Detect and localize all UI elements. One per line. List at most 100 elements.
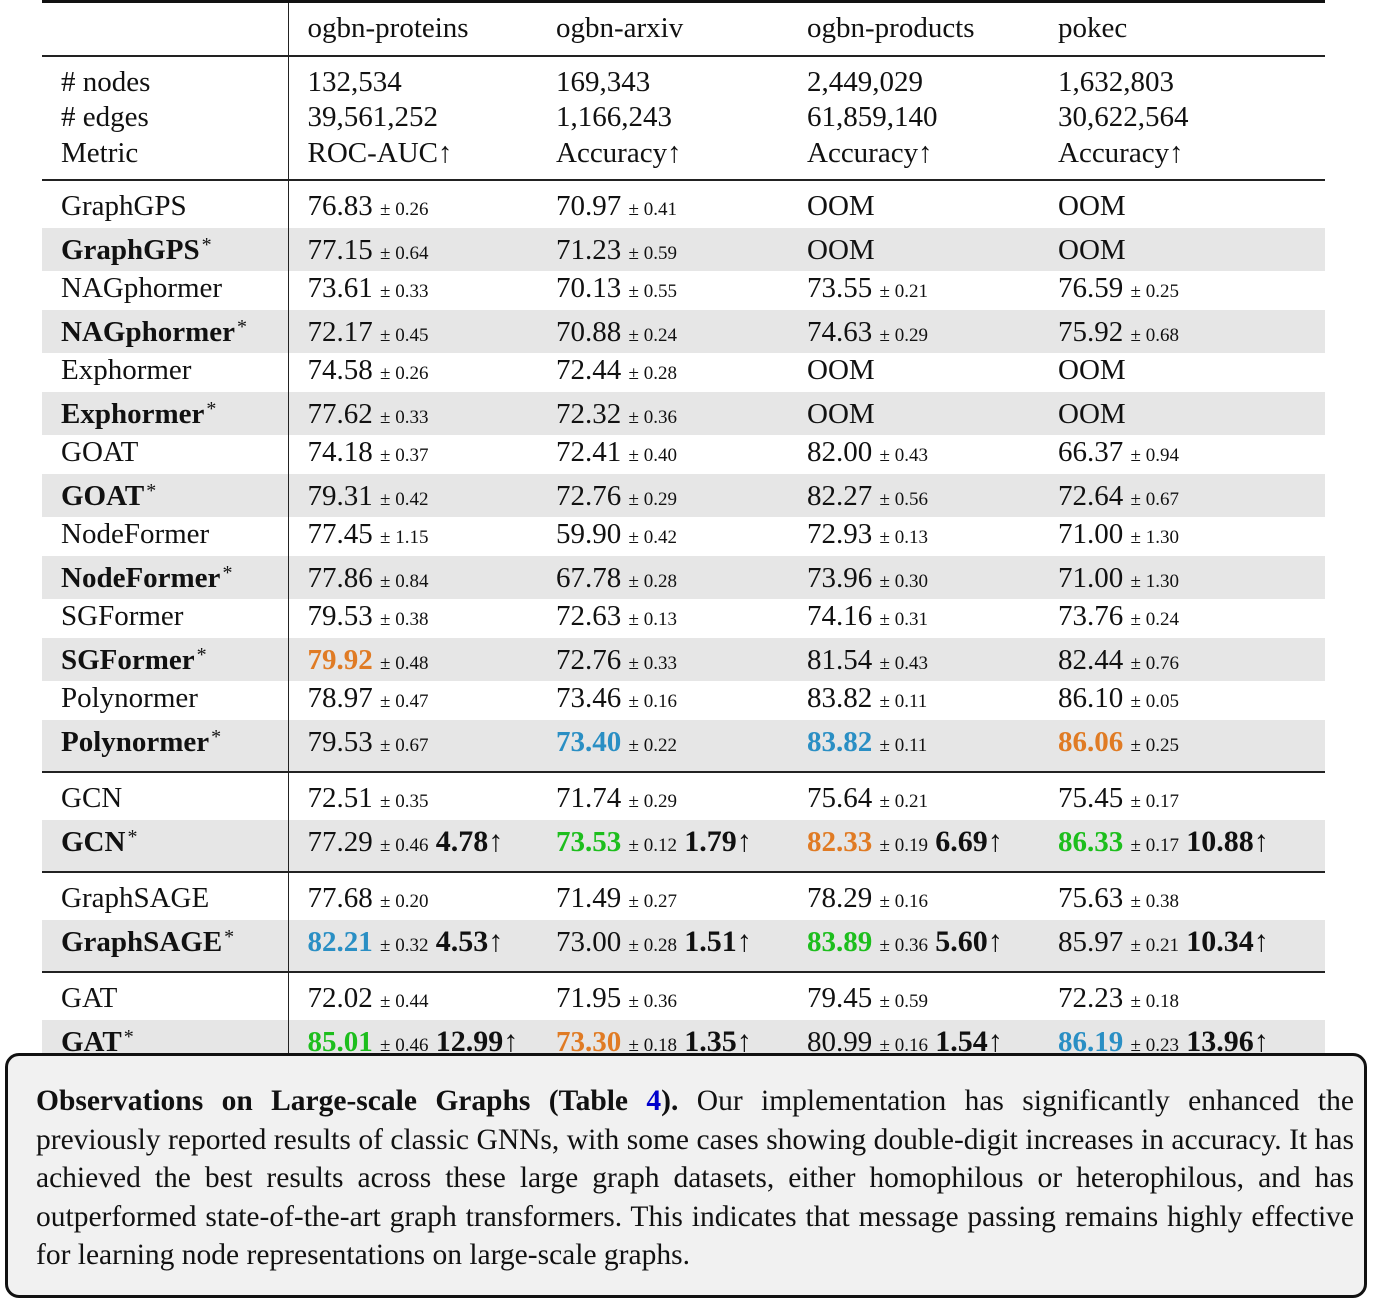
top-rule xyxy=(42,0,1325,3)
model-name: NAGphormer * xyxy=(42,309,288,353)
model-name: Polynormer xyxy=(42,681,288,720)
std-dev: ± 0.28 xyxy=(628,934,677,956)
std-dev: ± 0.43 xyxy=(879,652,928,674)
score-value: 85.97 xyxy=(1058,925,1124,958)
std-dev: ± 0.26 xyxy=(380,363,429,384)
table-row: GOAT 74.18 ± 0.37 72.41 ± 0.40 82.00 ± 0.43… xyxy=(42,435,1325,474)
score-value: 83.89 xyxy=(807,925,873,958)
score-value: 77.45 xyxy=(307,518,373,550)
std-dev: ± 0.33 xyxy=(380,281,429,302)
result-cell: 73.46 ± 0.16 xyxy=(556,681,807,720)
score-value: 83.82 xyxy=(807,682,873,714)
std-dev: ± 0.11 xyxy=(879,734,928,756)
up-arrow-icon: ↑ xyxy=(1253,824,1269,858)
model-label: Polynormer xyxy=(61,725,210,758)
improvement-gain: 6.69↑ xyxy=(935,824,1003,858)
result-cell: 73.55 ± 0.21 xyxy=(807,271,1058,310)
stats-rule xyxy=(42,179,1325,181)
std-dev: ± 0.12 xyxy=(628,834,677,856)
score-value: 66.37 xyxy=(1058,436,1124,468)
model-label: NodeFormer xyxy=(61,518,210,550)
tuned-marker: * xyxy=(123,1025,134,1048)
table-row: GOAT * 79.31 ± 0.42 72.76 ± 0.29 82.27 ± 0.5… xyxy=(42,473,1325,517)
improvement-gain: 4.53↑ xyxy=(435,924,504,958)
std-dev: ± 0.64 xyxy=(380,242,429,264)
score-value: 82.21 xyxy=(307,925,373,958)
header-blank xyxy=(42,3,288,55)
std-dev: ± 0.31 xyxy=(879,609,928,630)
score-value: 74.58 xyxy=(307,354,373,386)
std-dev: ± 0.76 xyxy=(1130,652,1179,674)
model-name: NAGphormer xyxy=(42,271,288,310)
std-dev: ± 0.23 xyxy=(1130,1034,1179,1056)
observation-box: Observations on Large-scale Graphs (Tabl… xyxy=(5,1053,1367,1298)
score-value: 79.92 xyxy=(307,643,373,676)
std-dev: ± 0.27 xyxy=(628,891,677,912)
score-value: 70.97 xyxy=(556,190,622,222)
table-row: SGFormer * 79.92 ± 0.48 72.76 ± 0.33 81.54 ±… xyxy=(42,637,1325,681)
tuned-marker: * xyxy=(211,725,222,748)
score-value: 74.16 xyxy=(807,600,873,632)
result-cell: 78.29 ± 0.16 xyxy=(807,873,1058,920)
observation-text: Observations on Large-scale Graphs (Tabl… xyxy=(36,1082,1354,1275)
score-value: 71.23 xyxy=(556,233,622,266)
std-dev: ± 0.37 xyxy=(380,445,429,466)
tuned-marker: * xyxy=(201,233,212,256)
std-dev: ± 0.28 xyxy=(628,363,677,384)
result-cell: 72.63 ± 0.13 xyxy=(556,599,807,638)
std-dev: ± 0.38 xyxy=(1130,891,1179,912)
column-header-ogbn-products: ogbn-products xyxy=(807,12,975,44)
std-dev: ± 0.21 xyxy=(879,791,928,812)
stat-label: # nodes xyxy=(61,65,151,98)
result-cell: 74.16 ± 0.31 xyxy=(807,599,1058,638)
tuned-marker: * xyxy=(236,315,247,338)
result-cell: 86.33 ± 0.17 10.88↑ xyxy=(1058,819,1325,871)
std-dev: ± 0.30 xyxy=(879,570,928,592)
std-dev: ± 0.67 xyxy=(1130,488,1179,510)
std-dev: ± 0.40 xyxy=(628,445,677,466)
score-value: 73.55 xyxy=(807,272,873,304)
result-cell: 72.93 ± 0.13 xyxy=(807,517,1058,556)
score-value: 77.62 xyxy=(307,397,373,430)
stat-value: 2,449,029 xyxy=(807,65,923,98)
result-cell: 72.41 ± 0.40 xyxy=(556,435,807,474)
std-dev: ± 1.30 xyxy=(1130,570,1179,592)
table-row: NodeFormer 77.45 ± 1.15 59.90 ± 0.42 72.93 … xyxy=(42,517,1325,556)
score-value: 81.54 xyxy=(807,643,873,676)
score-value: 72.51 xyxy=(307,782,373,814)
table-ref-link[interactable]: 4 xyxy=(646,1085,662,1117)
table-row: GCN * 77.29 ± 0.46 4.78↑ 73.53 ± 0.12 1.79↑… xyxy=(42,819,1325,871)
std-dev: ± 0.55 xyxy=(628,281,677,302)
result-cell: OOM xyxy=(807,391,1058,435)
score-value: 75.92 xyxy=(1058,315,1124,348)
stat-value: 39,561,252 xyxy=(287,100,556,136)
model-label: GraphGPS xyxy=(61,233,200,266)
score-value: 73.46 xyxy=(556,682,622,714)
score-value: 72.44 xyxy=(556,354,622,386)
column-header-ogbn-arxiv: ogbn-arxiv xyxy=(556,12,684,44)
result-cell: 82.33 ± 0.19 6.69↑ xyxy=(807,819,1058,871)
model-label: GraphSAGE xyxy=(61,882,210,914)
model-name: Polynormer * xyxy=(42,719,288,771)
model-name: GOAT * xyxy=(42,473,288,517)
up-arrow-icon: ↑ xyxy=(736,824,752,858)
model-name: SGFormer xyxy=(42,599,288,638)
score-value: OOM xyxy=(1058,397,1126,430)
std-dev: ± 0.29 xyxy=(879,324,928,346)
score-value: 72.76 xyxy=(556,643,622,676)
improvement-gain: 1.35↑ xyxy=(684,1024,752,1058)
table-row: GAT 72.02 ± 0.44 71.95 ± 0.36 79.45 ± 0.59 7… xyxy=(42,973,1325,1020)
improvement-gain: 13.96↑ xyxy=(1186,1024,1269,1058)
stats-row: # edges 39,561,252 1,166,243 61,859,140 30,6… xyxy=(42,100,1325,136)
result-cell: 70.97 ± 0.41 xyxy=(556,181,807,228)
std-dev: ± 0.68 xyxy=(1130,324,1179,346)
model-name: GraphGPS xyxy=(42,181,288,228)
score-value: 75.63 xyxy=(1058,882,1124,914)
score-value: 77.29 xyxy=(307,825,373,858)
score-value: 72.76 xyxy=(556,479,622,512)
table-row: SGFormer 79.53 ± 0.38 72.63 ± 0.13 74.16 ± … xyxy=(42,599,1325,638)
model-name: GOAT xyxy=(42,435,288,474)
stat-value: Accuracy↑ xyxy=(556,136,682,169)
std-dev: ± 0.21 xyxy=(1130,934,1179,956)
result-cell: 78.97 ± 0.47 xyxy=(287,681,556,720)
